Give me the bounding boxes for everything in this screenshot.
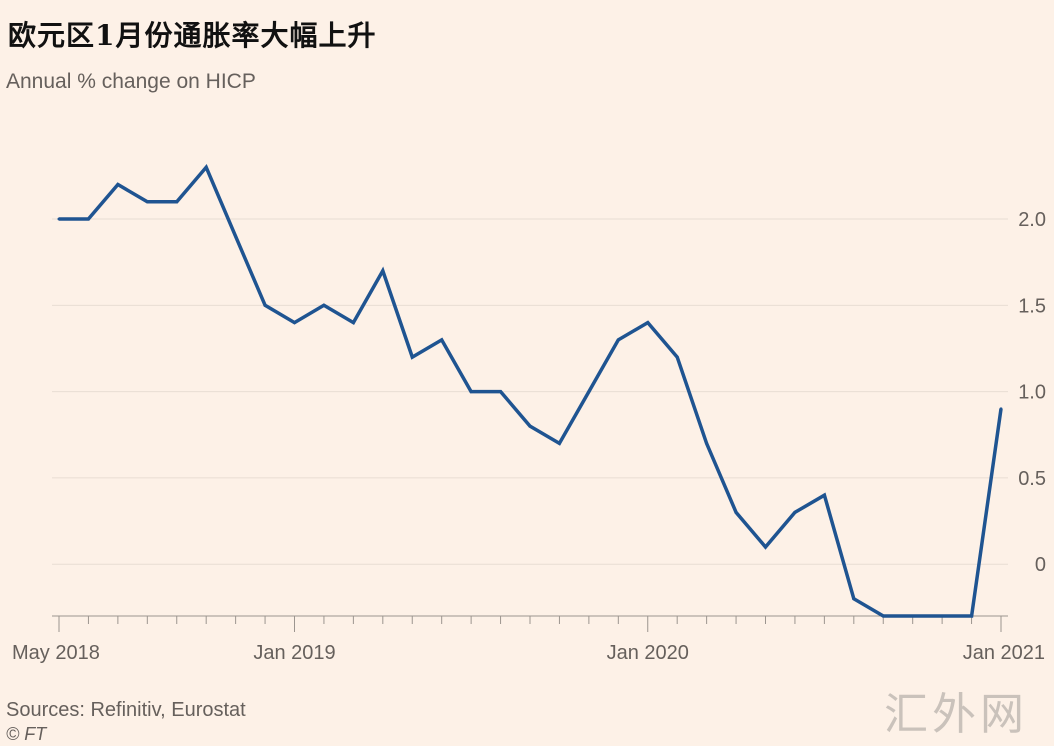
data-point: [822, 493, 826, 497]
gridlines: [52, 218, 1008, 565]
data-point: [764, 545, 767, 549]
chart-title: 欧元区1月份通胀率大幅上升: [8, 19, 377, 52]
data-point: [263, 303, 267, 307]
credit-note: © FT: [6, 724, 47, 744]
y-axis-labels: 0 0.5 1.0 1.5 2.0: [1018, 209, 1046, 576]
y-tick-label: 1.0: [1018, 382, 1046, 404]
data-point: [322, 303, 326, 307]
data-point: [86, 217, 90, 221]
data-point: [705, 441, 709, 445]
y-tick-label: 2.0: [1018, 209, 1046, 231]
data-point: [734, 510, 738, 514]
data-point: [616, 338, 620, 342]
data-point: [557, 441, 561, 445]
data-point: [351, 321, 355, 325]
data-point: [293, 321, 296, 325]
data-point: [999, 407, 1003, 411]
chart-subtitle: Annual % change on HICP: [6, 70, 256, 93]
data-point: [852, 597, 856, 601]
data-point: [175, 200, 179, 204]
x-tick-label: May 2018: [12, 642, 100, 664]
data-point: [57, 217, 61, 221]
x-tick-label: Jan 2019: [253, 642, 335, 664]
data-point: [970, 614, 974, 618]
data-point: [381, 269, 385, 273]
data-point: [646, 321, 650, 325]
data-point: [499, 390, 503, 394]
x-tick-label: Jan 2021: [963, 642, 1045, 664]
data-point: [528, 424, 532, 428]
data-point: [469, 390, 473, 394]
data-point: [881, 614, 885, 618]
x-tick-label: Jan 2020: [607, 642, 689, 664]
y-tick-label: 0.5: [1018, 468, 1046, 490]
y-tick-label: 0: [1035, 554, 1046, 576]
data-point: [145, 200, 149, 204]
data-point: [911, 614, 915, 618]
data-point: [940, 614, 944, 618]
x-axis: May 2018 Jan 2019 Jan 2020 Jan 2021: [12, 615, 1045, 664]
data-point: [440, 338, 444, 342]
data-points: [57, 165, 1003, 618]
source-note: Sources: Refinitiv, Eurostat: [6, 699, 246, 721]
data-point: [204, 165, 208, 169]
data-point: [116, 183, 120, 187]
data-point: [675, 355, 679, 359]
data-point: [793, 510, 797, 514]
watermark: 汇外网: [884, 689, 1028, 740]
y-tick-label: 1.5: [1018, 295, 1046, 317]
data-point: [234, 234, 238, 238]
data-point: [410, 355, 414, 359]
data-point: [587, 390, 591, 394]
